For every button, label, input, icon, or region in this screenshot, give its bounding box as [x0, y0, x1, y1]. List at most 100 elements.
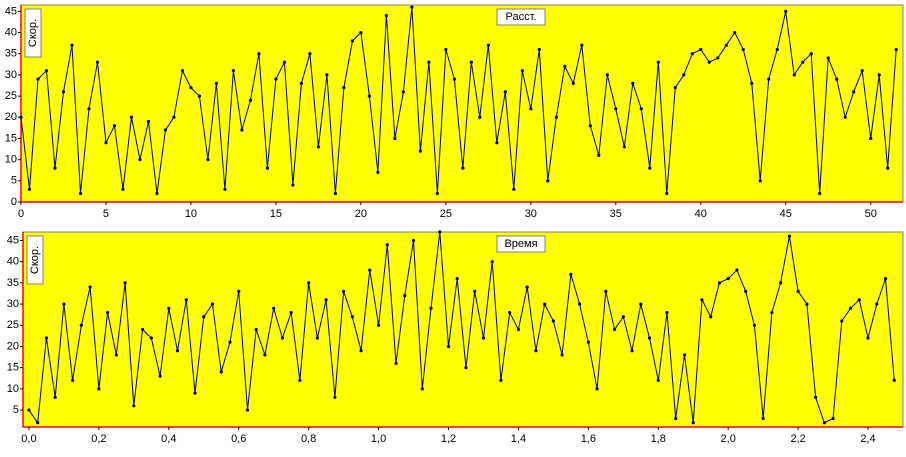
x-tick-label: 1,2	[441, 433, 456, 445]
data-point	[298, 378, 302, 382]
y-tick-label: 5	[13, 404, 19, 416]
data-point	[604, 289, 608, 293]
data-point	[690, 52, 694, 56]
x-tick-label: 1,8	[651, 433, 666, 445]
x-tick-label: 0,2	[91, 433, 106, 445]
data-point	[384, 13, 388, 18]
data-point	[857, 298, 861, 302]
data-point	[420, 387, 424, 391]
y-tick-label: 15	[7, 362, 19, 374]
data-point	[308, 52, 312, 56]
x-tick-label: 2,4	[860, 433, 875, 445]
data-point	[473, 289, 477, 293]
data-point	[206, 158, 210, 162]
data-point	[758, 179, 762, 183]
data-point	[132, 404, 136, 408]
data-point	[359, 349, 363, 353]
annotation-box	[496, 235, 546, 253]
data-point	[19, 115, 23, 119]
data-point	[385, 243, 389, 247]
data-point	[622, 145, 626, 149]
data-point	[446, 344, 451, 349]
data-point	[805, 302, 809, 306]
data-point	[551, 319, 555, 323]
data-point	[274, 77, 278, 81]
data-point	[333, 191, 337, 196]
y-tick-label: 10	[7, 383, 19, 395]
annotation: Время	[504, 238, 537, 250]
y-tick-label: 45	[7, 234, 19, 246]
data-point	[860, 69, 864, 73]
data-point	[97, 387, 101, 391]
data-point	[770, 310, 774, 315]
y-tick-label: 40	[5, 26, 17, 38]
data-point	[831, 416, 835, 421]
data-point	[741, 47, 745, 52]
data-point	[569, 272, 573, 276]
data-point	[761, 416, 765, 421]
data-point	[621, 315, 625, 319]
data-point	[571, 81, 575, 85]
data-point	[106, 310, 110, 315]
x-tick-label: 30	[525, 208, 537, 220]
data-point	[210, 302, 215, 306]
data-point	[877, 73, 881, 77]
data-point	[78, 191, 83, 196]
data-point	[95, 60, 100, 64]
plot-area	[20, 4, 904, 203]
data-point	[248, 98, 253, 102]
data-point	[826, 56, 830, 60]
data-point	[61, 90, 66, 94]
y-tick-label: 20	[5, 111, 17, 123]
data-point	[163, 128, 168, 132]
data-point	[866, 336, 870, 340]
data-point	[324, 298, 328, 302]
data-point	[36, 77, 40, 81]
data-point	[546, 179, 550, 183]
data-point	[478, 115, 482, 119]
data-point	[735, 268, 739, 272]
x-tick-label: 0,8	[301, 433, 316, 445]
data-point	[237, 289, 241, 293]
data-point	[700, 298, 704, 302]
data-point	[435, 191, 439, 196]
data-point	[512, 187, 516, 191]
data-point	[801, 60, 805, 64]
data-point	[44, 336, 49, 340]
data-point	[123, 281, 127, 285]
data-point	[682, 353, 687, 357]
data-point	[508, 310, 512, 315]
data-point	[883, 277, 888, 281]
data-point	[750, 81, 754, 85]
y-tick-label: 45	[5, 5, 17, 17]
data-point	[796, 289, 800, 293]
data-point	[202, 315, 206, 319]
data-point	[612, 327, 617, 332]
annotation-box	[496, 8, 546, 26]
data-point	[342, 86, 346, 90]
data-point	[401, 90, 405, 94]
data-point	[577, 302, 582, 306]
x-tick-label: 5	[103, 208, 109, 220]
data-point	[27, 408, 31, 412]
data-point	[350, 39, 354, 43]
data-point	[393, 136, 397, 141]
data-point	[605, 73, 609, 77]
y-tick-label: 5	[11, 175, 17, 187]
data-point	[214, 81, 219, 85]
data-point	[114, 353, 118, 357]
data-point	[674, 416, 678, 421]
data-point	[240, 128, 244, 132]
data-point	[79, 323, 83, 327]
x-tick-label: 15	[270, 208, 282, 220]
data-point	[673, 86, 677, 90]
data-point	[167, 306, 171, 310]
data-point	[717, 281, 722, 285]
data-point	[792, 73, 796, 77]
y-tick-label: 25	[5, 90, 17, 102]
x-tick-label: 10	[185, 208, 197, 220]
data-point	[563, 64, 567, 69]
y-tick-label: 30	[7, 298, 19, 310]
data-point	[71, 378, 75, 382]
